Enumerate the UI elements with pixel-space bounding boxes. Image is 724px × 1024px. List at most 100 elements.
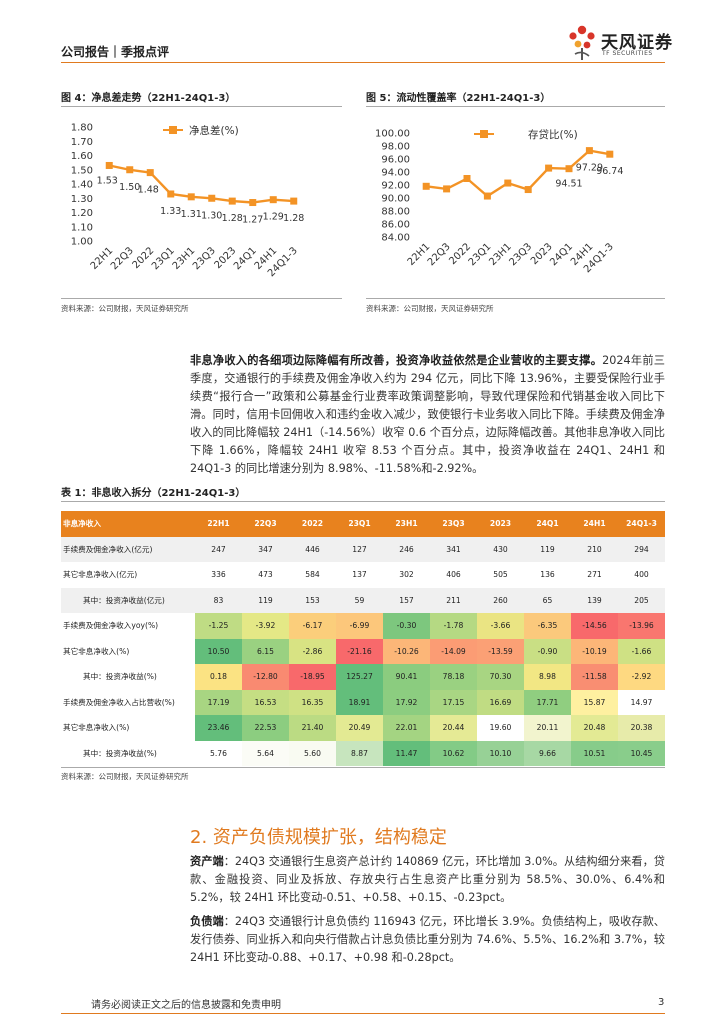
- table-cell: 260: [477, 587, 524, 613]
- table-cell: -0.90: [524, 638, 571, 664]
- table-cell: 446: [289, 536, 336, 562]
- data-label: 96.74: [596, 166, 623, 177]
- y-tick-label: 86.00: [381, 220, 410, 231]
- table-cell: 406: [446, 570, 461, 580]
- table-header-period: 2022: [289, 511, 336, 537]
- data-label: 1.48: [138, 185, 159, 196]
- logo-text-cn: 天风证券: [601, 33, 673, 53]
- data-point: [606, 150, 614, 158]
- data-point: [187, 193, 195, 201]
- table-cell: 10.51: [571, 740, 618, 766]
- row-label: 其中：投资净收益(%): [83, 672, 157, 682]
- table-cell: -12.80: [242, 664, 289, 690]
- table-header-period: 22H1: [195, 511, 242, 537]
- y-tick-label: 92.00: [381, 181, 410, 192]
- table-cell: 19.60: [477, 715, 524, 741]
- table-cell: 125.27: [336, 664, 383, 690]
- x-tick-label: 23Q3: [507, 241, 534, 268]
- y-tick-label: 96.00: [381, 155, 410, 166]
- table-cell: 17.92: [383, 689, 430, 715]
- table-cell: 15.87: [571, 689, 618, 715]
- y-tick-label: 1.60: [71, 151, 93, 162]
- table-cell: -6.99: [336, 613, 383, 639]
- table-cell: 22.53: [242, 715, 289, 741]
- liability-label: 负债端: [190, 915, 224, 928]
- data-point: [422, 182, 430, 190]
- table-cell: -10.26: [383, 638, 430, 664]
- table-row: 其中：投资净收益(亿元) 83 119 153 59 157 211 260 65 139 205: [61, 587, 665, 613]
- row-label: 其中：投资净收益(亿元): [61, 587, 195, 613]
- data-label: 1.50: [119, 182, 140, 193]
- loan-deposit-line-chart: 100.00 98.00 96.00 94.00 92.00 90.00 88.00 86.0…: [375, 128, 623, 275]
- data-point: [524, 186, 532, 194]
- data-label: 1.27: [242, 215, 263, 226]
- table-cell: -13.59: [477, 638, 524, 664]
- table-cell: -6.35: [524, 613, 571, 639]
- table-row: 其中：投资净收益(%) 0.18 -12.80 -18.95 125.27 90.41 78…: [61, 664, 665, 690]
- asset-text: ：24Q3 交通银行生息资产总计约 140869 亿元，环比增加 3.0%。从结…: [190, 855, 665, 904]
- table-header-period: 24H1: [571, 511, 618, 537]
- data-label: 1.29: [263, 212, 284, 223]
- table-header-period: 23Q1: [336, 511, 383, 537]
- table-header-period: 24Q1-3: [618, 511, 665, 537]
- data-point: [208, 194, 216, 202]
- data-label: 1.31: [181, 209, 202, 220]
- table-cell: -1.25: [195, 613, 242, 639]
- table-cell: 20.49: [336, 715, 383, 741]
- table-cell: 23.46: [195, 715, 242, 741]
- paragraph-lead: 非息净收入的各细项边际降幅有所改善，投资净收益依然是企业营收的主要支撑。: [190, 354, 603, 367]
- x-tick-label: 22Q3: [109, 245, 136, 272]
- table-cell: 14.97: [618, 689, 665, 715]
- table-cell: 17.19: [195, 689, 242, 715]
- table-cell: 90.41: [383, 664, 430, 690]
- table-cell: 505: [493, 570, 508, 580]
- asset-label: 资产端: [190, 855, 224, 868]
- table-cell: 210: [571, 536, 618, 562]
- table1-bottom-rule: [61, 767, 665, 768]
- figure4-source: 资料来源：公司财报，天风证券研究所: [61, 304, 189, 313]
- table-cell: 10.62: [430, 740, 477, 766]
- table-cell: 347: [242, 536, 289, 562]
- data-point: [443, 185, 451, 193]
- data-point: [146, 169, 154, 177]
- table-cell: 430: [477, 536, 524, 562]
- table-cell: 16.69: [477, 689, 524, 715]
- data-label: 1.53: [97, 175, 118, 186]
- table-cell: -11.58: [571, 664, 618, 690]
- table-cell: -2.86: [289, 638, 336, 664]
- table-cell: 246: [383, 536, 430, 562]
- data-point: [228, 197, 236, 205]
- table-cell: 294: [618, 536, 665, 562]
- nim-line-chart: 1.801.701.601.501.401.301.201.101.00 22H…: [71, 123, 305, 280]
- figure5-rule: [366, 106, 665, 107]
- table-cell: 20.11: [524, 715, 571, 741]
- row-label: 手续费及佣金净收入(亿元): [61, 536, 195, 562]
- table-row: 手续费及佣金净收入占比营收(%) 17.19 16.53 16.35 18.91 17.9…: [61, 689, 665, 715]
- footer-disclaimer: 请务必阅读正文之后的信息披露和免责申明: [91, 1000, 281, 1011]
- data-point: [290, 197, 298, 205]
- y-tick-label: 100.00: [375, 129, 410, 140]
- table-cell: 20.48: [571, 715, 618, 741]
- y-tick-label: 1.00: [71, 237, 93, 248]
- row-label: 手续费及佣金净收入yoy(%): [63, 621, 159, 631]
- data-point: [105, 161, 113, 169]
- table-cell: 78.18: [430, 664, 477, 690]
- table-cell: 8.98: [524, 664, 571, 690]
- data-point: [126, 166, 134, 174]
- table-cell: 10.45: [618, 740, 665, 766]
- table-header-period: 23Q3: [430, 511, 477, 537]
- table-cell: 16.53: [242, 689, 289, 715]
- figure4-title: 图 4：净息差走势（22H1-24Q1-3）: [61, 93, 236, 104]
- row-label: 其中：投资净收益(%): [83, 748, 157, 758]
- y-tick-label: 1.30: [71, 194, 93, 205]
- x-tick-label: 23Q1: [150, 245, 177, 272]
- table-cell: 5.76: [195, 740, 242, 766]
- row-label: 其它非息净收入(%): [63, 723, 130, 733]
- table-cell: -18.95: [289, 664, 336, 690]
- y-tick-label: 1.80: [71, 123, 93, 134]
- data-point: [463, 175, 471, 182]
- table-cell: -1.78: [430, 613, 477, 639]
- table-cell: 271: [587, 570, 602, 580]
- data-point: [269, 196, 277, 204]
- table-cell: -0.30: [383, 613, 430, 639]
